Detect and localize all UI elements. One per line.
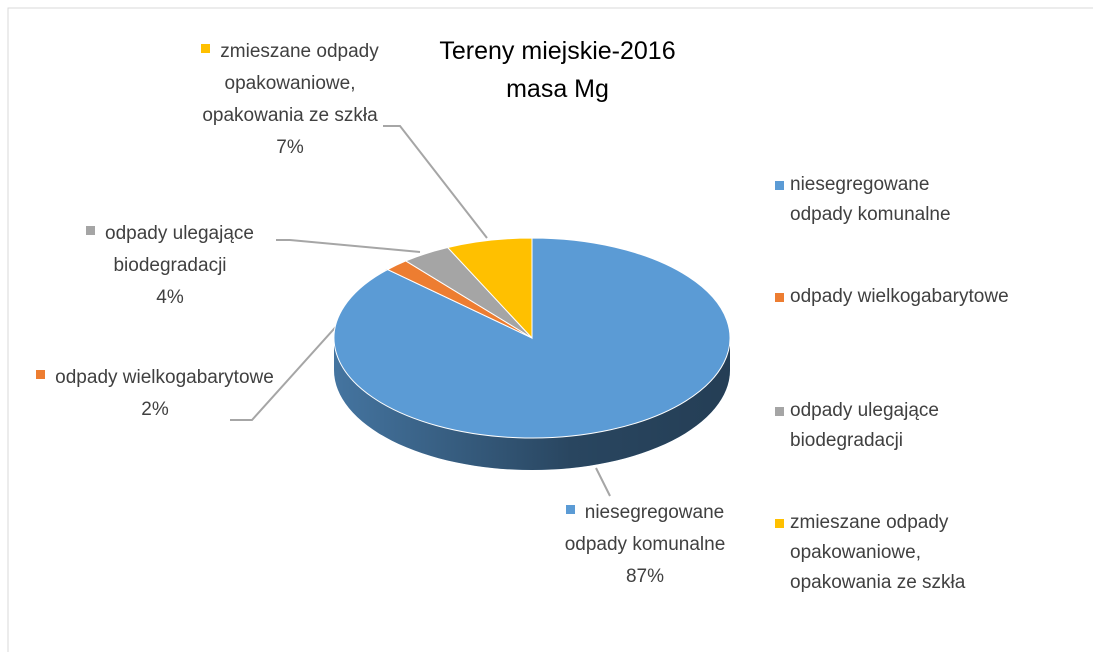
label-marker: [565, 505, 575, 514]
label-category: odpady ulegające biodegradacji: [105, 223, 254, 276]
data-label: zmieszane odpady opakowaniowe, opakowani…: [175, 36, 405, 164]
legend-entry: odpady ulegające biodegradacji: [790, 400, 939, 451]
data-label: niesegregowane odpady komunalne 87%: [555, 497, 735, 593]
chart-title: Tereny miejskie-2016 masa Mg: [439, 37, 676, 103]
frame: [7, 7, 1093, 652]
label-value: 87%: [625, 566, 665, 587]
slice: [333, 237, 731, 439]
leader-line: [595, 467, 611, 497]
label-marker: [201, 44, 211, 53]
data-label: odpady wielkogabarytowe 2%: [30, 362, 280, 426]
legend-entry: odpady wielkogabarytowe: [790, 286, 1009, 307]
legend-marker: [775, 293, 784, 302]
label-marker: [36, 370, 46, 379]
leader-line: [276, 239, 421, 253]
legend-marker: [775, 181, 784, 190]
label-category: zmieszane odpady opakowaniowe, opakowani…: [202, 41, 379, 126]
legend-entry: niesegregowane odpady komunalne: [790, 174, 951, 225]
legend-marker: [775, 519, 784, 528]
slice: [446, 237, 533, 340]
leader-line: [383, 125, 488, 239]
label-value: 2%: [141, 399, 169, 420]
legend-marker: [775, 407, 784, 416]
label-value: 7%: [276, 137, 304, 158]
legend-entry: zmieszane odpady opakowaniowe, opakowani…: [790, 512, 966, 593]
data-label: odpady ulegające biodegradacji 4%: [55, 218, 285, 314]
label-marker: [86, 226, 96, 235]
slice-side-shade: [334, 338, 730, 470]
label-category: niesegregowane odpady komunalne: [564, 502, 726, 555]
label-value: 4%: [156, 287, 184, 308]
label-category: odpady wielkogabarytowe: [55, 367, 274, 388]
